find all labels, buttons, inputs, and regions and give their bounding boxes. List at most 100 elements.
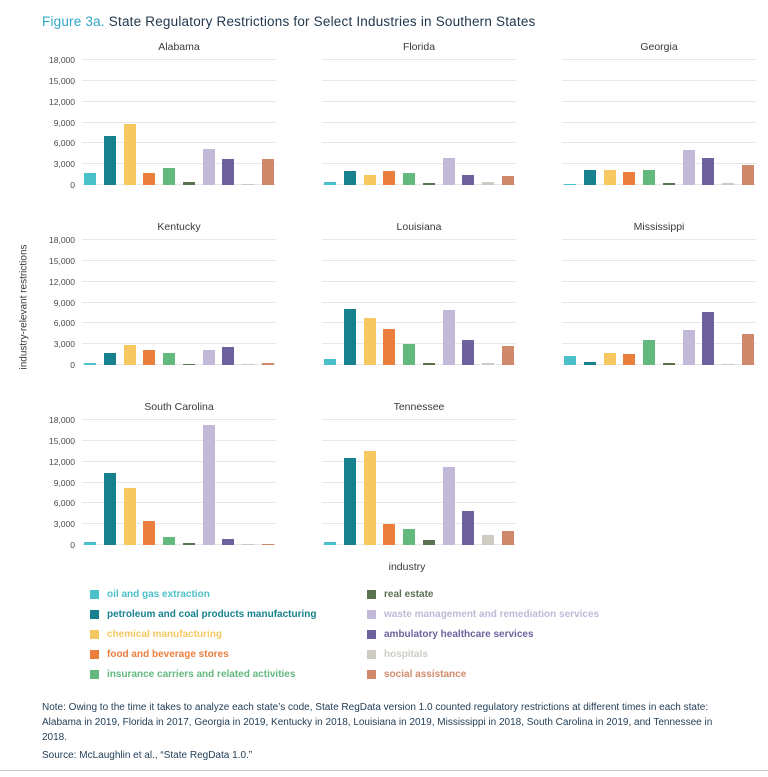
gridline <box>82 184 276 185</box>
gridline <box>562 79 756 81</box>
plot-area <box>82 419 276 545</box>
gridline <box>82 343 276 345</box>
y-axis: 0 3,000 6,000 9,000 12,000 15,000 18,000 <box>46 235 82 370</box>
y-axis <box>286 420 322 545</box>
bar-waste-management-and-remediation-services <box>442 157 455 185</box>
bar-group <box>564 60 754 185</box>
y-tick-label: 12,000 <box>49 456 75 467</box>
legend-item: petroleum and coal products manufacturin… <box>90 609 332 620</box>
gridline <box>322 523 516 525</box>
gridline <box>562 121 756 123</box>
gridline <box>82 439 276 441</box>
bar-petroleum-and-coal-products-manufacturing <box>583 361 596 365</box>
bar-oil-and-gas-extraction <box>324 359 336 365</box>
bar-group <box>324 420 514 545</box>
bar-food-and-beverage-stores <box>383 524 396 545</box>
y-axis <box>286 240 322 365</box>
bar-group <box>84 420 274 545</box>
bar-food-and-beverage-stores <box>623 171 636 185</box>
bar-social-assistance <box>741 164 754 185</box>
bar-oil-and-gas-extraction <box>564 183 576 185</box>
bar-ambulatory-healthcare-services <box>462 510 475 545</box>
gridline <box>562 322 756 324</box>
y-tick-label: 3,000 <box>53 159 75 170</box>
panel-georgia: Georgia <box>526 41 756 185</box>
y-axis: 0 3,000 6,000 9,000 12,000 15,000 18,000 <box>46 415 82 550</box>
gridline <box>322 280 516 282</box>
bar-ambulatory-healthcare-services <box>462 340 475 365</box>
bar-social-assistance <box>501 531 514 545</box>
bar-chemical-manufacturing <box>363 175 376 185</box>
legend-label: real estate <box>384 589 434 600</box>
bar-ambulatory-healthcare-services <box>222 159 235 185</box>
gridline <box>322 239 516 240</box>
small-multiples-grid: Alabama 0 3,000 6,000 9,000 12,000 15,000 18,00… <box>0 41 768 550</box>
y-tick-label: 6,000 <box>53 138 75 149</box>
plot-area <box>82 59 276 185</box>
bar-petroleum-and-coal-products-manufacturing <box>343 171 356 185</box>
bar-petroleum-and-coal-products-manufacturing <box>583 170 596 185</box>
gridline <box>82 502 276 504</box>
panel-body <box>526 59 756 185</box>
gridline <box>322 364 516 365</box>
gridline <box>322 460 516 462</box>
panel-body <box>286 59 516 185</box>
gridline <box>562 301 756 303</box>
bar-waste-management-and-remediation-services <box>202 424 215 545</box>
panel-mississippi: Mississippi <box>526 221 756 365</box>
y-tick-label: 18,000 <box>49 55 75 65</box>
gridline <box>82 301 276 303</box>
legend-label: chemical manufacturing <box>107 629 223 640</box>
bar-real-estate <box>422 183 435 185</box>
panel-title: Georgia <box>640 41 678 53</box>
gridline <box>82 322 276 324</box>
y-tick-label: 9,000 <box>53 297 75 308</box>
legend-label: waste management and remediation service… <box>384 609 600 620</box>
gridline <box>322 502 516 504</box>
bar-group <box>84 240 274 365</box>
gridline <box>82 121 276 123</box>
y-tick-label: 18,000 <box>49 415 75 425</box>
legend-label: oil and gas extraction <box>107 589 210 600</box>
bar-waste-management-and-remediation-services <box>682 149 695 185</box>
bar-real-estate <box>182 182 195 185</box>
y-tick-label: 3,000 <box>53 519 75 530</box>
gridline <box>82 259 276 261</box>
y-tick-label: 6,000 <box>53 498 75 509</box>
y-tick-label: 9,000 <box>53 117 75 128</box>
legend-swatch <box>90 590 99 599</box>
bar-food-and-beverage-stores <box>143 173 156 185</box>
panel-body: 0 3,000 6,000 9,000 12,000 15,000 18,000 <box>46 235 276 370</box>
gridline <box>82 280 276 282</box>
gridline <box>562 100 756 102</box>
gridline <box>322 100 516 102</box>
gridline <box>562 259 756 261</box>
bar-insurance-carriers-and-related-activities <box>403 173 416 185</box>
gridline <box>322 259 516 261</box>
bar-chemical-manufacturing <box>363 318 376 365</box>
gridline <box>562 239 756 240</box>
bar-hospitals <box>242 363 255 365</box>
legend-item: ambulatory healthcare services <box>367 629 609 640</box>
panel-title: Tennessee <box>393 401 445 413</box>
legend-item: real estate <box>367 589 609 600</box>
panel-kentucky: Kentucky 0 3,000 6,000 9,000 12,000 15,000 18,0… <box>46 221 276 370</box>
bar-group <box>84 60 274 185</box>
gridline <box>322 163 516 165</box>
legend-item: chemical manufacturing <box>90 629 332 640</box>
bar-petroleum-and-coal-products-manufacturing <box>343 308 356 365</box>
gridline <box>82 239 276 240</box>
panel-florida: Florida <box>286 41 516 185</box>
gridline <box>82 481 276 483</box>
bar-waste-management-and-remediation-services <box>202 148 215 185</box>
gridline <box>562 163 756 165</box>
figure-note: Note: Owing to the time it takes to anal… <box>42 702 713 743</box>
bar-social-assistance <box>261 543 274 545</box>
bar-real-estate <box>662 182 675 185</box>
gridline <box>82 59 276 60</box>
bar-hospitals <box>722 183 735 185</box>
legend-swatch <box>367 650 376 659</box>
plot-area <box>82 239 276 365</box>
y-tick-label: 12,000 <box>49 96 75 107</box>
bar-hospitals <box>242 543 255 545</box>
